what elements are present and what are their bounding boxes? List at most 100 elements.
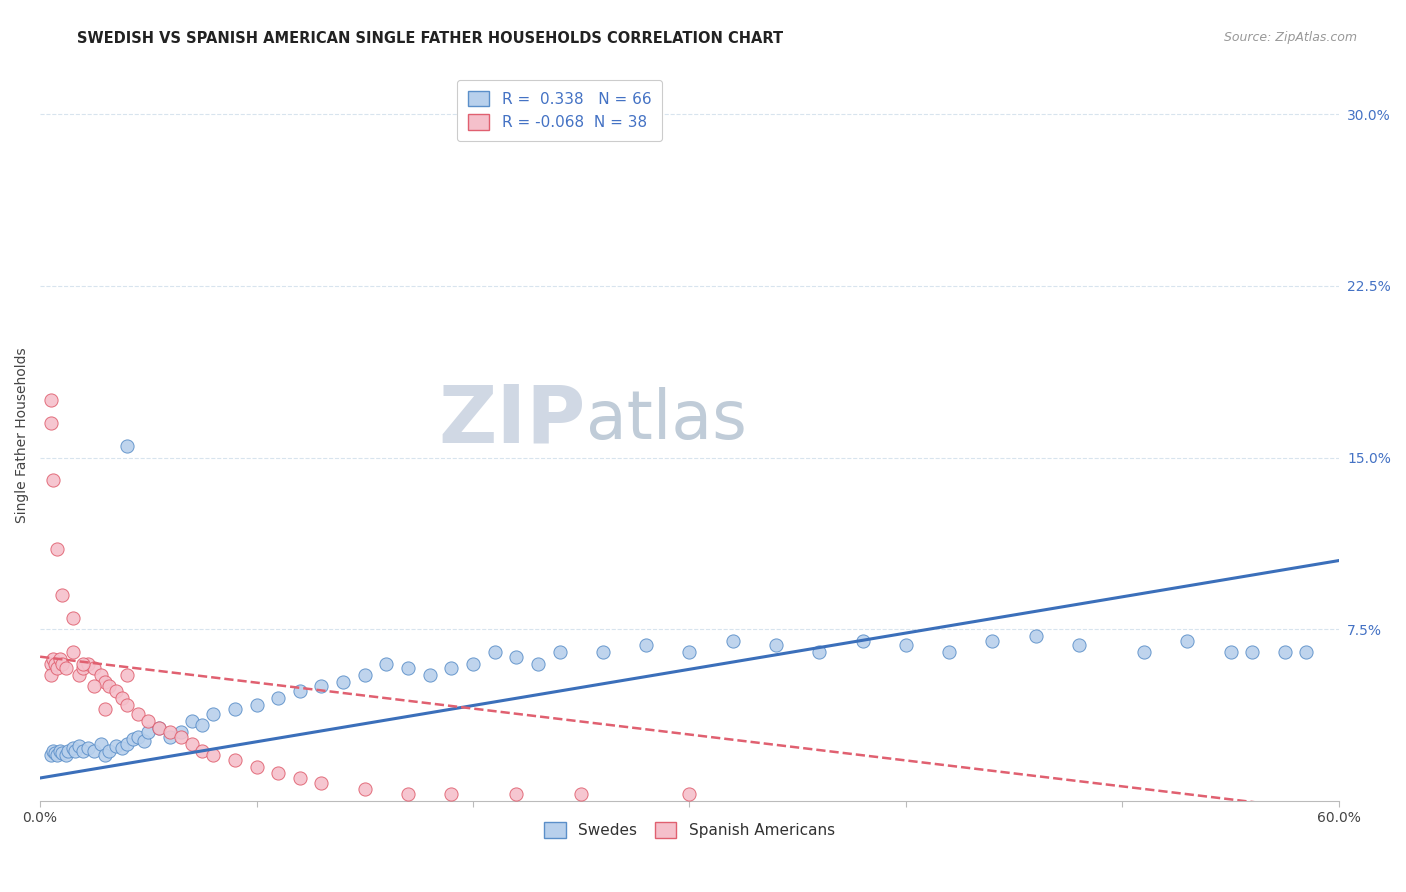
Point xyxy=(311,775,333,789)
Point xyxy=(58,743,80,757)
Point xyxy=(39,417,62,431)
Point xyxy=(894,638,917,652)
Point xyxy=(765,638,787,652)
Point xyxy=(191,718,214,732)
Point xyxy=(1025,629,1047,643)
Point xyxy=(159,730,181,744)
Point xyxy=(332,674,354,689)
Point xyxy=(569,787,592,801)
Point xyxy=(62,611,84,625)
Point xyxy=(94,702,117,716)
Point xyxy=(83,661,105,675)
Point xyxy=(636,638,658,652)
Point xyxy=(72,657,94,671)
Point xyxy=(63,743,86,757)
Point xyxy=(419,668,441,682)
Point xyxy=(42,743,65,757)
Point xyxy=(98,743,121,757)
Point xyxy=(981,633,1004,648)
Point xyxy=(55,748,77,763)
Point xyxy=(42,652,65,666)
Point xyxy=(138,714,160,728)
Point xyxy=(180,714,202,728)
Point xyxy=(461,657,484,671)
Point xyxy=(267,690,290,705)
Point xyxy=(90,737,112,751)
Point xyxy=(104,739,127,753)
Point xyxy=(48,743,70,757)
Point xyxy=(288,771,311,785)
Point xyxy=(46,661,69,675)
Point xyxy=(55,661,77,675)
Point xyxy=(46,542,69,557)
Point xyxy=(938,645,960,659)
Point xyxy=(396,661,419,675)
Point xyxy=(42,474,65,488)
Point xyxy=(138,725,160,739)
Point xyxy=(191,743,214,757)
Text: ZIP: ZIP xyxy=(439,381,585,459)
Point xyxy=(245,698,267,712)
Point xyxy=(44,657,66,671)
Point xyxy=(180,737,202,751)
Point xyxy=(484,119,506,133)
Y-axis label: Single Father Households: Single Father Households xyxy=(15,347,30,523)
Text: Source: ZipAtlas.com: Source: ZipAtlas.com xyxy=(1223,31,1357,45)
Point xyxy=(375,657,398,671)
Point xyxy=(104,684,127,698)
Point xyxy=(159,725,181,739)
Text: atlas: atlas xyxy=(585,387,747,453)
Point xyxy=(148,721,170,735)
Point xyxy=(51,746,73,760)
Point xyxy=(267,766,290,780)
Point xyxy=(202,748,225,763)
Point xyxy=(224,753,246,767)
Point xyxy=(44,746,66,760)
Point xyxy=(1175,633,1198,648)
Point xyxy=(721,633,744,648)
Point xyxy=(440,661,463,675)
Point xyxy=(548,645,571,659)
Point xyxy=(288,684,311,698)
Point xyxy=(48,652,70,666)
Point xyxy=(1241,645,1264,659)
Point xyxy=(852,633,875,648)
Point xyxy=(90,668,112,682)
Point xyxy=(353,782,375,797)
Point xyxy=(484,645,506,659)
Point xyxy=(808,645,831,659)
Point xyxy=(1133,645,1156,659)
Point xyxy=(1067,638,1090,652)
Point xyxy=(98,680,121,694)
Point xyxy=(678,645,700,659)
Point xyxy=(39,668,62,682)
Point xyxy=(76,741,98,756)
Point xyxy=(62,645,84,659)
Text: SWEDISH VS SPANISH AMERICAN SINGLE FATHER HOUSEHOLDS CORRELATION CHART: SWEDISH VS SPANISH AMERICAN SINGLE FATHE… xyxy=(77,31,783,46)
Legend: Swedes, Spanish Americans: Swedes, Spanish Americans xyxy=(538,816,841,845)
Point xyxy=(678,787,700,801)
Point xyxy=(83,680,105,694)
Point xyxy=(67,739,90,753)
Point xyxy=(46,748,69,763)
Point xyxy=(132,734,155,748)
Point xyxy=(111,690,134,705)
Point xyxy=(245,759,267,773)
Point xyxy=(202,706,225,721)
Point xyxy=(1219,645,1241,659)
Point xyxy=(592,645,614,659)
Point xyxy=(527,657,550,671)
Point xyxy=(62,741,84,756)
Point xyxy=(505,787,527,801)
Point xyxy=(122,732,145,747)
Point xyxy=(115,698,138,712)
Point xyxy=(115,439,138,453)
Point xyxy=(51,657,73,671)
Point xyxy=(67,668,90,682)
Point xyxy=(111,741,134,756)
Point xyxy=(72,743,94,757)
Point xyxy=(353,668,375,682)
Point xyxy=(94,674,117,689)
Point xyxy=(224,702,246,716)
Point xyxy=(311,680,333,694)
